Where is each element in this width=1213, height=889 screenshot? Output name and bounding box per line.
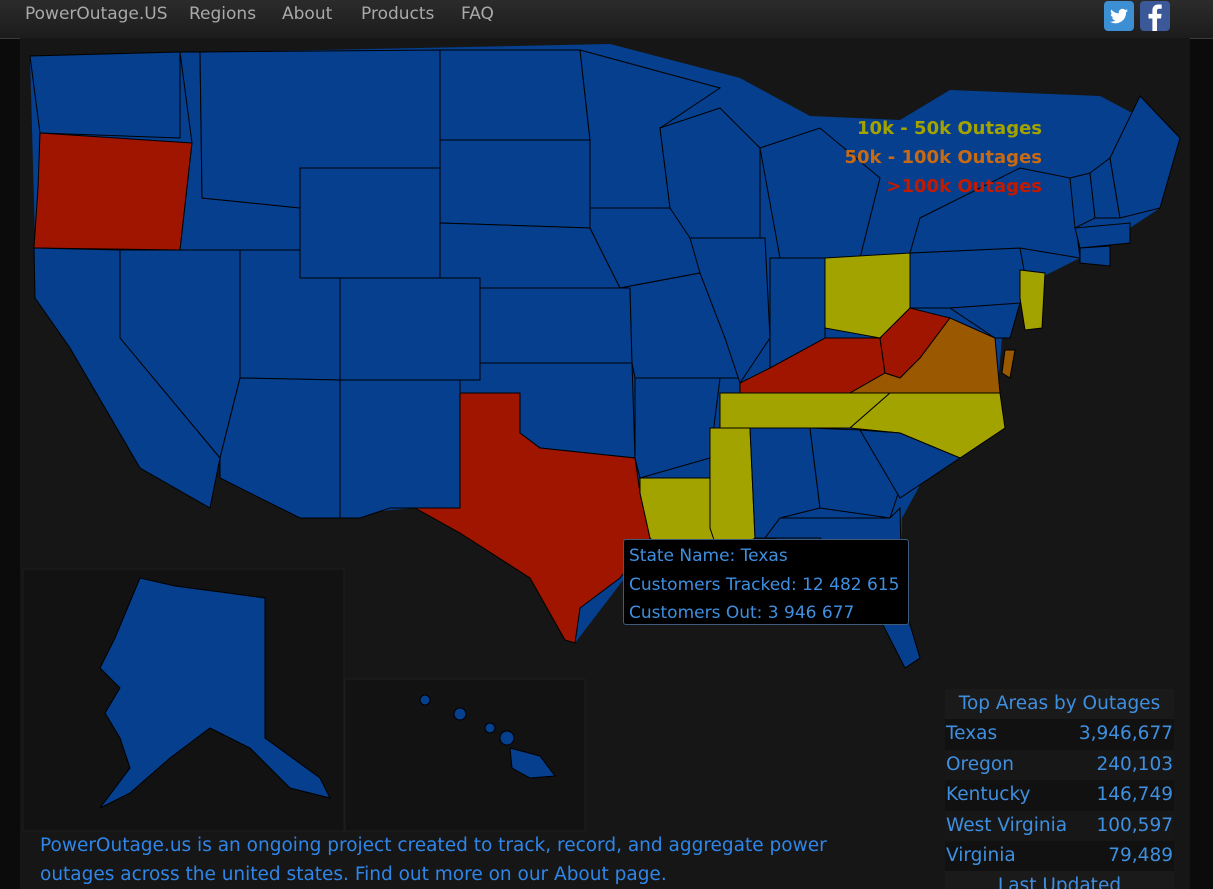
nav-regions-link[interactable]: Regions xyxy=(189,4,257,24)
state-colorado[interactable] xyxy=(339,277,481,381)
area-outages: 100,597 xyxy=(1096,814,1173,836)
state-new-jersey[interactable] xyxy=(1019,269,1046,331)
state-michigan[interactable] xyxy=(759,127,881,259)
last-updated-header: Last Updated xyxy=(945,871,1174,889)
state-south-carolina[interactable] xyxy=(859,429,962,499)
state-maryland[interactable] xyxy=(948,302,1021,339)
top-areas-table: Top Areas by Outages Texas 3,946,677 Ore… xyxy=(945,689,1174,872)
tooltip-customers-tracked: Customers Tracked: 12 482 615 xyxy=(629,574,900,595)
state-wyoming[interactable] xyxy=(299,167,441,279)
tooltip-state-name: State Name: Texas xyxy=(629,546,788,566)
top-navbar: PowerOutage.US Regions About Products FA… xyxy=(0,0,1213,39)
area-name: Virginia xyxy=(946,845,1016,866)
state-texas[interactable] xyxy=(390,392,651,644)
top-area-row[interactable]: Oregon 240,103 xyxy=(945,749,1174,780)
top-area-row[interactable]: Kentucky 146,749 xyxy=(945,780,1174,811)
state-connecticut[interactable] xyxy=(1079,245,1111,267)
hawaii-inset xyxy=(344,678,586,832)
state-california[interactable] xyxy=(33,247,221,509)
area-name: West Virginia xyxy=(946,814,1068,836)
state-delaware[interactable] xyxy=(1001,349,1016,379)
top-area-row[interactable]: Virginia 79,489 xyxy=(945,841,1174,872)
top-areas-title: Top Areas by Outages xyxy=(945,689,1174,719)
nav-products-link[interactable]: Products xyxy=(361,4,435,24)
area-outages: 3,946,677 xyxy=(1078,723,1173,744)
legend-high: >100k Outages xyxy=(886,176,1042,197)
area-outages: 79,489 xyxy=(1108,845,1173,866)
project-description: PowerOutage.us is an ongoing project cre… xyxy=(40,835,827,885)
legend-mid: 50k - 100k Outages xyxy=(844,147,1042,168)
area-name: Kentucky xyxy=(946,784,1031,805)
outage-legend: 10k - 50k Outages 50k - 100k Outages >10… xyxy=(844,114,1042,201)
brand-link[interactable]: PowerOutage.US xyxy=(25,4,168,24)
state-kansas[interactable] xyxy=(479,287,633,364)
state-alaska[interactable] xyxy=(99,577,331,809)
state-pennsylvania[interactable] xyxy=(909,247,1031,309)
nav-faq-link[interactable]: FAQ xyxy=(461,4,494,24)
facebook-icon[interactable] xyxy=(1140,1,1170,31)
state-tooltip: State Name: Texas Customers Tracked: 12 … xyxy=(623,539,909,625)
area-outages: 240,103 xyxy=(1096,753,1173,775)
area-name: Texas xyxy=(946,723,998,744)
nav-about-link[interactable]: About xyxy=(282,4,333,24)
state-north-dakota[interactable] xyxy=(439,49,591,141)
twitter-icon[interactable] xyxy=(1104,1,1134,31)
area-outages: 146,749 xyxy=(1096,784,1173,805)
top-area-row[interactable]: Texas 3,946,677 xyxy=(945,719,1174,750)
legend-low: 10k - 50k Outages xyxy=(857,118,1042,139)
map-panel: 10k - 50k Outages 50k - 100k Outages >10… xyxy=(20,38,1190,889)
state-georgia[interactable] xyxy=(809,427,901,519)
state-arkansas[interactable] xyxy=(634,377,721,479)
tooltip-customers-out: Customers Out: 3 946 677 xyxy=(629,603,855,623)
state-hawaii[interactable] xyxy=(419,694,556,779)
state-virginia[interactable] xyxy=(848,317,1001,394)
us-outage-map xyxy=(22,44,1181,832)
state-maine[interactable] xyxy=(1109,95,1181,219)
top-area-row[interactable]: West Virginia 100,597 xyxy=(945,810,1174,841)
state-new-mexico[interactable] xyxy=(339,379,461,519)
state-oregon[interactable] xyxy=(33,132,193,251)
area-name: Oregon xyxy=(946,753,1014,775)
state-south-dakota[interactable] xyxy=(439,139,591,229)
state-washington[interactable] xyxy=(29,51,181,139)
state-massachusetts[interactable] xyxy=(1074,222,1131,249)
state-arizona[interactable] xyxy=(219,377,341,519)
